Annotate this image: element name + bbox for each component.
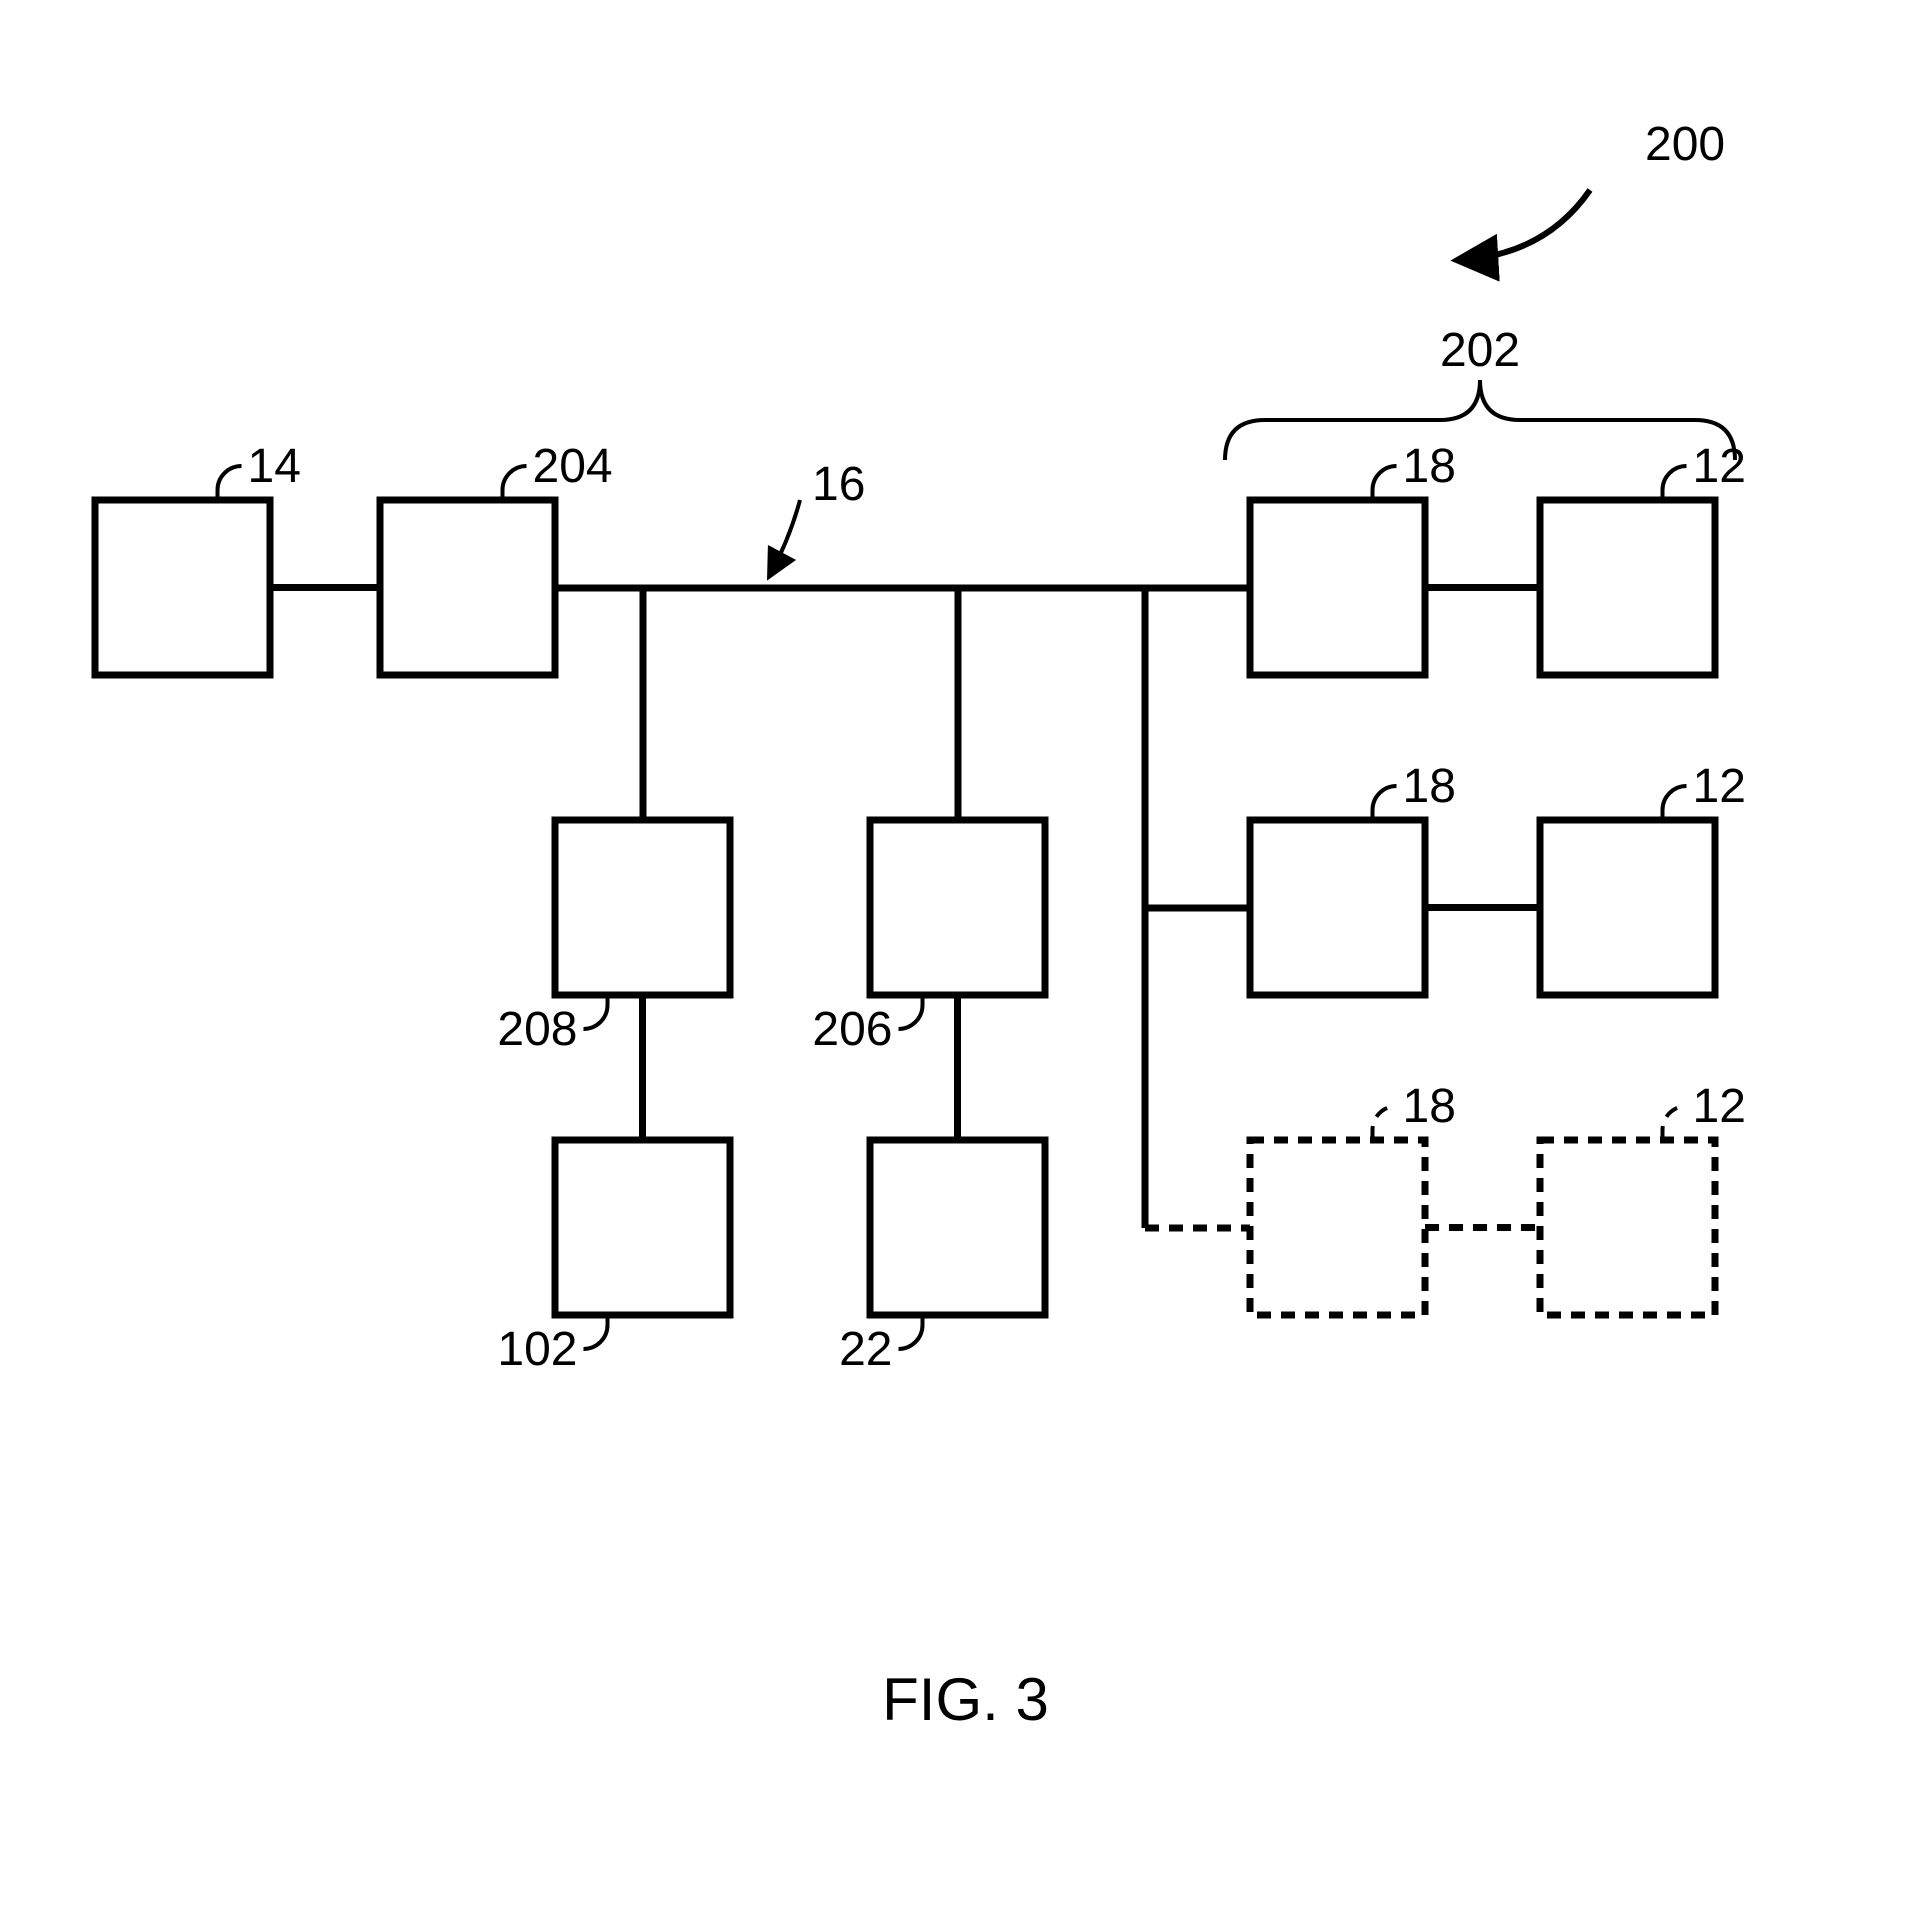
block-rect	[1540, 500, 1715, 675]
block-12: 12	[1540, 440, 1746, 675]
label-leader	[218, 466, 242, 500]
block-label: 18	[1403, 760, 1456, 813]
label-leader	[584, 995, 608, 1029]
block-22: 22	[839, 1140, 1045, 1376]
group-brace	[1225, 380, 1735, 460]
block-102: 102	[497, 1140, 730, 1376]
label-leader	[584, 1315, 608, 1349]
block-18: 18	[1250, 760, 1456, 995]
block-label: 18	[1403, 1080, 1456, 1133]
block-label: 14	[248, 440, 301, 493]
block-rect	[1540, 1140, 1715, 1315]
label-leader	[1373, 466, 1397, 500]
block-18: 18	[1250, 440, 1456, 675]
block-rect	[1250, 500, 1425, 675]
label-leader	[1663, 786, 1687, 820]
block-204: 204	[380, 440, 613, 675]
block-label: 206	[812, 1003, 892, 1056]
bus-label-text: 16	[812, 458, 865, 511]
block-label: 208	[497, 1003, 577, 1056]
block-rect	[870, 1140, 1045, 1315]
block-label: 102	[497, 1323, 577, 1376]
label-leader	[899, 1315, 923, 1349]
block-rect	[1250, 820, 1425, 995]
label-leader	[1663, 1106, 1687, 1140]
block-14: 14	[95, 440, 301, 675]
block-206: 206	[812, 820, 1045, 1056]
block-label: 18	[1403, 440, 1456, 493]
label-leader	[899, 995, 923, 1029]
block-label: 12	[1693, 1080, 1746, 1133]
block-rect	[555, 1140, 730, 1315]
block-rect	[1250, 1140, 1425, 1315]
block-rect	[380, 500, 555, 675]
block-label: 12	[1693, 760, 1746, 813]
label-leader	[1373, 786, 1397, 820]
block-rect	[1540, 820, 1715, 995]
bus-label-arrow	[770, 500, 800, 575]
block-12: 12	[1540, 1080, 1746, 1315]
block-18: 18	[1250, 1080, 1456, 1315]
label-leader	[1373, 1106, 1397, 1140]
block-label: 12	[1693, 440, 1746, 493]
label-leader	[1663, 466, 1687, 500]
system-ref-label: 200	[1645, 118, 1725, 171]
block-rect	[555, 820, 730, 995]
figure-caption: FIG. 3	[882, 1666, 1049, 1733]
block-rect	[95, 500, 270, 675]
bus-label: 16	[770, 458, 865, 575]
block-208: 208	[497, 820, 730, 1056]
block-label: 204	[533, 440, 613, 493]
block-label: 22	[839, 1323, 892, 1376]
block-12: 12	[1540, 760, 1746, 995]
block-rect	[870, 820, 1045, 995]
label-leader	[503, 466, 527, 500]
system-ref-arrow	[1460, 190, 1590, 260]
group-label: 202	[1440, 324, 1520, 377]
